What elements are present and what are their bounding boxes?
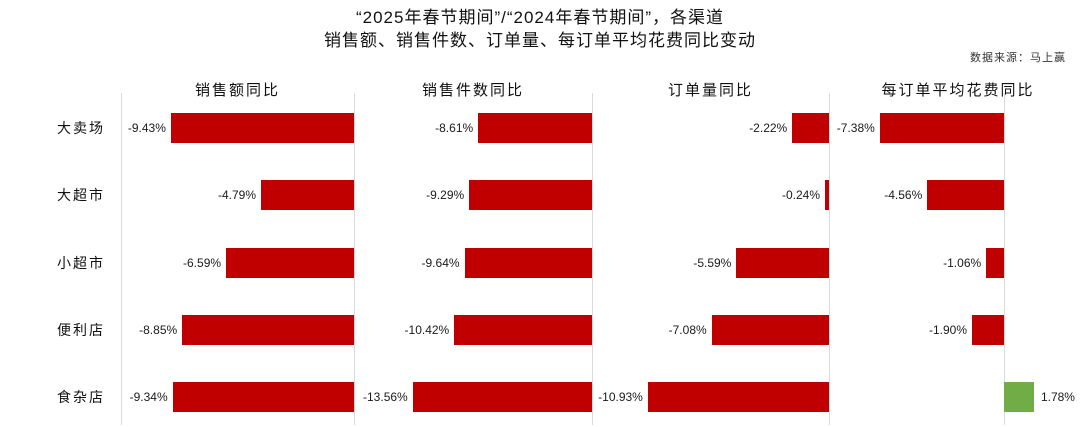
value-label: -7.38% bbox=[836, 121, 875, 135]
value-label: -8.85% bbox=[139, 322, 178, 337]
value-label: -0.24% bbox=[782, 188, 821, 203]
bar bbox=[879, 113, 1004, 143]
bar bbox=[972, 314, 1004, 345]
value-label: -5.59% bbox=[693, 255, 732, 270]
bar bbox=[647, 382, 829, 413]
bar bbox=[927, 180, 1004, 211]
bar bbox=[478, 113, 592, 143]
value-label: -10.93% bbox=[598, 390, 643, 405]
value-label: 1.78% bbox=[1040, 390, 1075, 405]
bar bbox=[182, 314, 354, 345]
bar bbox=[825, 180, 829, 211]
bar bbox=[412, 382, 592, 413]
row-label: 食杂店 bbox=[57, 389, 105, 406]
vertical-gridline bbox=[121, 93, 122, 425]
vertical-gridline bbox=[592, 93, 593, 425]
panel-header: 每订单平均花费同比 bbox=[881, 82, 1035, 99]
value-label: -13.56% bbox=[363, 390, 408, 405]
bar bbox=[986, 247, 1004, 278]
panel-header: 销售件数同比 bbox=[421, 82, 525, 99]
value-label: -10.42% bbox=[404, 322, 450, 337]
bar bbox=[792, 113, 829, 143]
value-label: -1.06% bbox=[943, 255, 982, 270]
panel-header: 销售额同比 bbox=[194, 82, 281, 99]
bar bbox=[1004, 382, 1034, 413]
bar bbox=[469, 180, 592, 211]
bar bbox=[454, 314, 592, 345]
panel-header: 订单量同比 bbox=[667, 82, 754, 99]
value-label: -4.56% bbox=[884, 188, 923, 203]
bar bbox=[172, 382, 354, 413]
bar bbox=[170, 113, 354, 143]
value-label: -9.64% bbox=[421, 255, 460, 270]
vertical-gridline bbox=[829, 93, 830, 425]
value-label: -7.08% bbox=[668, 322, 707, 337]
chart-title: “2025年春节期间”/“2024年春节期间”，各渠道 销售额、销售件数、订单量… bbox=[0, 6, 1080, 52]
value-label: -6.59% bbox=[183, 255, 222, 270]
bar bbox=[711, 314, 829, 345]
bar bbox=[260, 180, 354, 211]
value-label: -4.79% bbox=[217, 188, 256, 203]
value-label: -9.34% bbox=[129, 390, 168, 405]
value-label: -9.43% bbox=[127, 121, 166, 135]
bar bbox=[464, 247, 592, 278]
row-label: 大卖场 bbox=[57, 120, 105, 136]
vertical-gridline bbox=[354, 93, 355, 425]
value-label: -8.61% bbox=[435, 121, 474, 135]
bar bbox=[226, 247, 354, 278]
row-label: 便利店 bbox=[57, 321, 105, 338]
vertical-gridline bbox=[1004, 93, 1005, 425]
value-label: -1.90% bbox=[929, 322, 968, 337]
value-label: -2.22% bbox=[749, 121, 788, 135]
chart-title-line-1: “2025年春节期间”/“2024年春节期间”，各渠道 bbox=[355, 8, 724, 27]
data-source-label: 数据来源：马上赢 bbox=[970, 52, 1066, 64]
value-label: -9.29% bbox=[426, 188, 465, 203]
chart-title-line-2: 销售额、销售件数、订单量、每订单平均花费同比变动 bbox=[324, 31, 756, 50]
bar bbox=[736, 247, 829, 278]
row-label: 小超市 bbox=[57, 254, 105, 271]
row-label: 大超市 bbox=[57, 187, 105, 204]
